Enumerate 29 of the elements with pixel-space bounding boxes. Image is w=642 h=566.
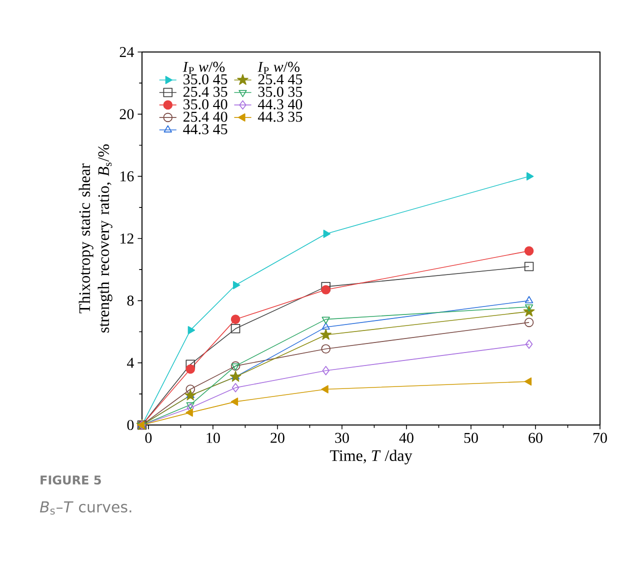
legend-label: 44.3 35 — [258, 112, 302, 122]
text: FIGURE 5 — [40, 475, 101, 485]
x-tick-label: 70 — [593, 432, 607, 443]
y-tick-label: 16 — [120, 171, 134, 182]
y-tick-label: 24 — [120, 47, 134, 57]
legend-label: 25.4 45 — [258, 74, 302, 84]
x-tick-label: 60 — [528, 432, 542, 443]
legend-label: 44.3 40 — [258, 99, 302, 110]
legend-label: 25.4 35 — [183, 86, 228, 97]
legend-label: 35.0 45 — [184, 74, 228, 84]
legend-title: I$_{P}$ w/% — [182, 62, 225, 74]
x-tick-label: 30 — [335, 432, 349, 443]
legend-label: 44.3 45 — [183, 124, 228, 134]
text: B$_{s}$–T curves. — [40, 501, 132, 515]
legend-label: 35.0 35 — [258, 86, 302, 97]
x-tick-label: 0 — [145, 432, 152, 443]
x-tick-label: 50 — [464, 432, 478, 443]
text: I$_{P}$ w/% — [258, 62, 300, 74]
y-tick-label: 0 — [127, 420, 134, 430]
y-tick-label: 4 — [127, 358, 134, 368]
y-tick-label: 12 — [120, 234, 134, 244]
y-tick-label: 8 — [127, 296, 134, 306]
x-tick-label: 10 — [206, 432, 220, 443]
x-tick-label: 40 — [399, 432, 414, 443]
x-tick-label: 20 — [270, 432, 284, 443]
y-tick-label: 20 — [120, 109, 134, 120]
legend-label: 35.0 40 — [184, 99, 228, 110]
legend-label: 25.4 40 — [183, 112, 228, 122]
x-axis-title: Time, T /day — [330, 450, 412, 464]
